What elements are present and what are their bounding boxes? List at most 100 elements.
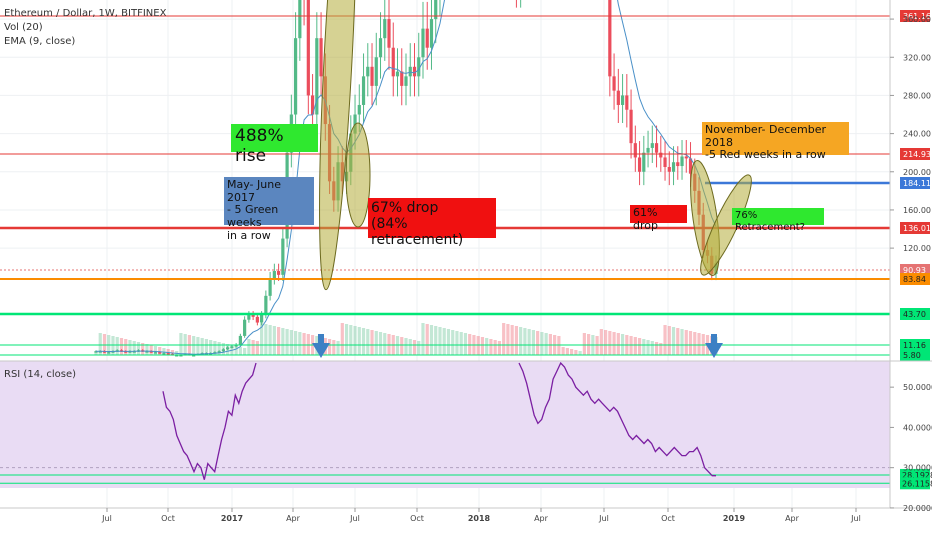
candle-body: [408, 66, 412, 77]
level-price-tag: [900, 273, 930, 285]
volume-bar: [693, 332, 697, 355]
volume-bar: [603, 330, 608, 355]
level-price-label: 136.01: [903, 224, 931, 233]
candle-body: [319, 38, 323, 77]
level-price-label: 11.16: [903, 341, 926, 350]
volume-bar: [145, 344, 149, 355]
volume-bar: [374, 331, 378, 355]
volume-bar: [247, 339, 251, 355]
level-price-label: 214.93: [903, 150, 931, 159]
volume-bar: [344, 324, 349, 355]
arrow-icon-left: [312, 334, 330, 358]
volume-bar: [599, 329, 603, 355]
volume-bar: [264, 324, 268, 355]
volume-bar: [98, 333, 102, 355]
volume-bar: [523, 328, 527, 355]
candle-body: [404, 76, 408, 86]
candle-body: [680, 156, 684, 167]
volume-bar: [434, 326, 438, 355]
volume-legend: Vol (20): [4, 22, 43, 33]
candle-body: [247, 314, 251, 320]
rsi-pane-bg: [0, 361, 890, 488]
level-price-tag: [900, 177, 930, 189]
volume-bar: [446, 329, 451, 355]
time-tick-label: Apr: [286, 514, 301, 523]
volume-bar: [124, 339, 128, 355]
candle-body: [298, 0, 302, 39]
volume-bar: [213, 341, 217, 355]
volume-bar: [209, 340, 213, 355]
volume-bar: [336, 341, 340, 355]
volume-bar: [489, 339, 493, 355]
volume-bar: [357, 327, 361, 355]
volume-bar: [285, 329, 289, 355]
level-price-label: 5.80: [903, 351, 921, 360]
volume-bar: [663, 325, 667, 355]
volume-bar: [412, 340, 417, 355]
rsi-level-label: 28.1928: [902, 471, 932, 480]
volume-bar: [119, 338, 124, 355]
rsi-tick-label: 30.0000: [903, 464, 932, 473]
volume-bar: [383, 333, 387, 355]
volume-bar: [578, 351, 582, 355]
volume-bar: [485, 338, 489, 355]
price-tick-label: 160.00: [903, 206, 931, 215]
volume-bar: [637, 338, 642, 355]
volume-bar: [519, 327, 523, 355]
time-tick-label: Jul: [349, 514, 360, 523]
candle-body: [659, 152, 663, 158]
level-price-label: 90.93: [903, 266, 926, 275]
level-price-label: 184.11: [903, 179, 931, 188]
candle-body: [400, 71, 404, 86]
volume-bar: [633, 337, 637, 355]
volume-bar: [574, 350, 578, 355]
time-tick-label: Apr: [534, 514, 549, 523]
volume-bar: [417, 341, 421, 355]
candle-body: [226, 347, 230, 350]
ema-legend: EMA (9, close): [4, 36, 76, 47]
candle-body: [434, 0, 438, 20]
volume-bar: [510, 325, 514, 355]
level-price-label: 361.16: [903, 12, 931, 21]
candle-body: [260, 314, 264, 323]
candle-body: [221, 349, 225, 352]
volume-bar: [251, 340, 255, 355]
level-price-tag: [900, 222, 930, 234]
volume-bar: [277, 327, 281, 355]
time-tick-label: Apr: [785, 514, 800, 523]
candle-body: [251, 314, 255, 317]
level-price-tag: [900, 148, 930, 160]
price-axis: 360.00 320.00 280.00 240.00 200.00 160.00 120.…: [890, 15, 931, 253]
candle-body: [175, 355, 179, 357]
volume-bar: [463, 333, 468, 355]
volume-bar: [141, 343, 145, 355]
volume-bar: [289, 330, 293, 355]
candle-body: [179, 355, 183, 357]
candle-body: [395, 71, 400, 77]
candle-body: [357, 104, 361, 115]
arrow-icon-right: [705, 334, 723, 358]
rsi-level-tag: [900, 477, 930, 490]
candle-body: [132, 351, 136, 353]
candle-body: [650, 143, 654, 148]
rsi-tick-label: 40.0000: [903, 423, 932, 432]
candle-body: [366, 66, 370, 77]
time-axis: Jul Oct 2017 Apr Jul Oct 2018 Apr Jul Oct 2019 Apr J…: [101, 508, 861, 523]
volume-bar: [650, 341, 654, 355]
candle-body: [676, 162, 680, 167]
candle-body: [629, 109, 633, 144]
candle-body: [688, 158, 693, 174]
candle-body: [192, 355, 196, 357]
volume-bar: [370, 330, 374, 355]
candle-body: [128, 351, 132, 353]
volume-bar: [514, 326, 519, 355]
rsi-axis: 50.0000 40.0000 30.0000 20.0000: [890, 383, 932, 513]
volume-bar: [688, 331, 693, 355]
volume-bar: [158, 347, 162, 355]
rsi-tick-label: 50.0000: [903, 383, 932, 392]
candle-body: [620, 95, 625, 105]
volume-bar: [612, 332, 616, 355]
annotation-drop-61: 61% drop: [630, 205, 687, 231]
